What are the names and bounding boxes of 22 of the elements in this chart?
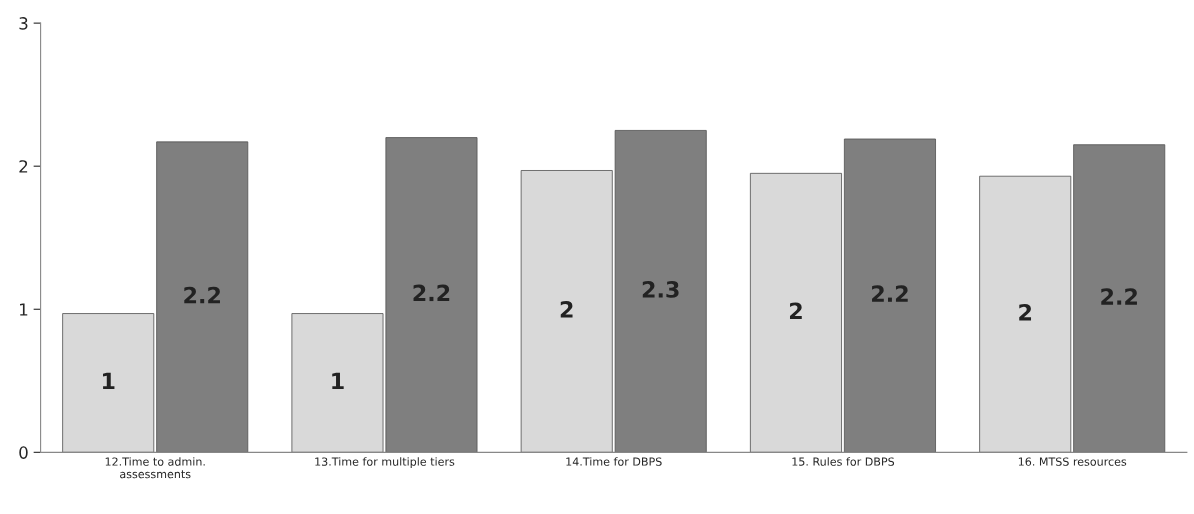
x-tick-label: 15. Rules for DBPS	[792, 457, 895, 466]
x-tick-label: 12.Time to admin. assessments	[105, 457, 205, 479]
x-tick-label: 13.Time for multiple tiers	[315, 457, 455, 468]
x-tick-label: 16. MTSS resources	[1018, 457, 1127, 466]
bar	[749, 172, 842, 453]
data-label: 2.2	[184, 286, 220, 304]
bar	[979, 175, 1072, 453]
data-label: 2.2	[413, 284, 450, 302]
y-tick-label: 2	[19, 160, 28, 173]
data-label: 2	[560, 301, 573, 318]
x-tick-label: 14.Time for DBPS	[566, 457, 662, 466]
data-label: 1	[103, 372, 115, 390]
data-label: 2	[789, 302, 802, 319]
data-label: 2.3	[642, 281, 679, 298]
data-label: 2	[1019, 303, 1032, 321]
data-label: 2.2	[1101, 288, 1137, 305]
bar	[62, 313, 155, 453]
y-tick-label: 0	[19, 446, 28, 459]
y-tick-label: 1	[20, 303, 28, 316]
data-label: 2.2	[872, 285, 908, 302]
y-tick-label: 3	[19, 17, 28, 30]
data-label: 1	[332, 372, 344, 390]
